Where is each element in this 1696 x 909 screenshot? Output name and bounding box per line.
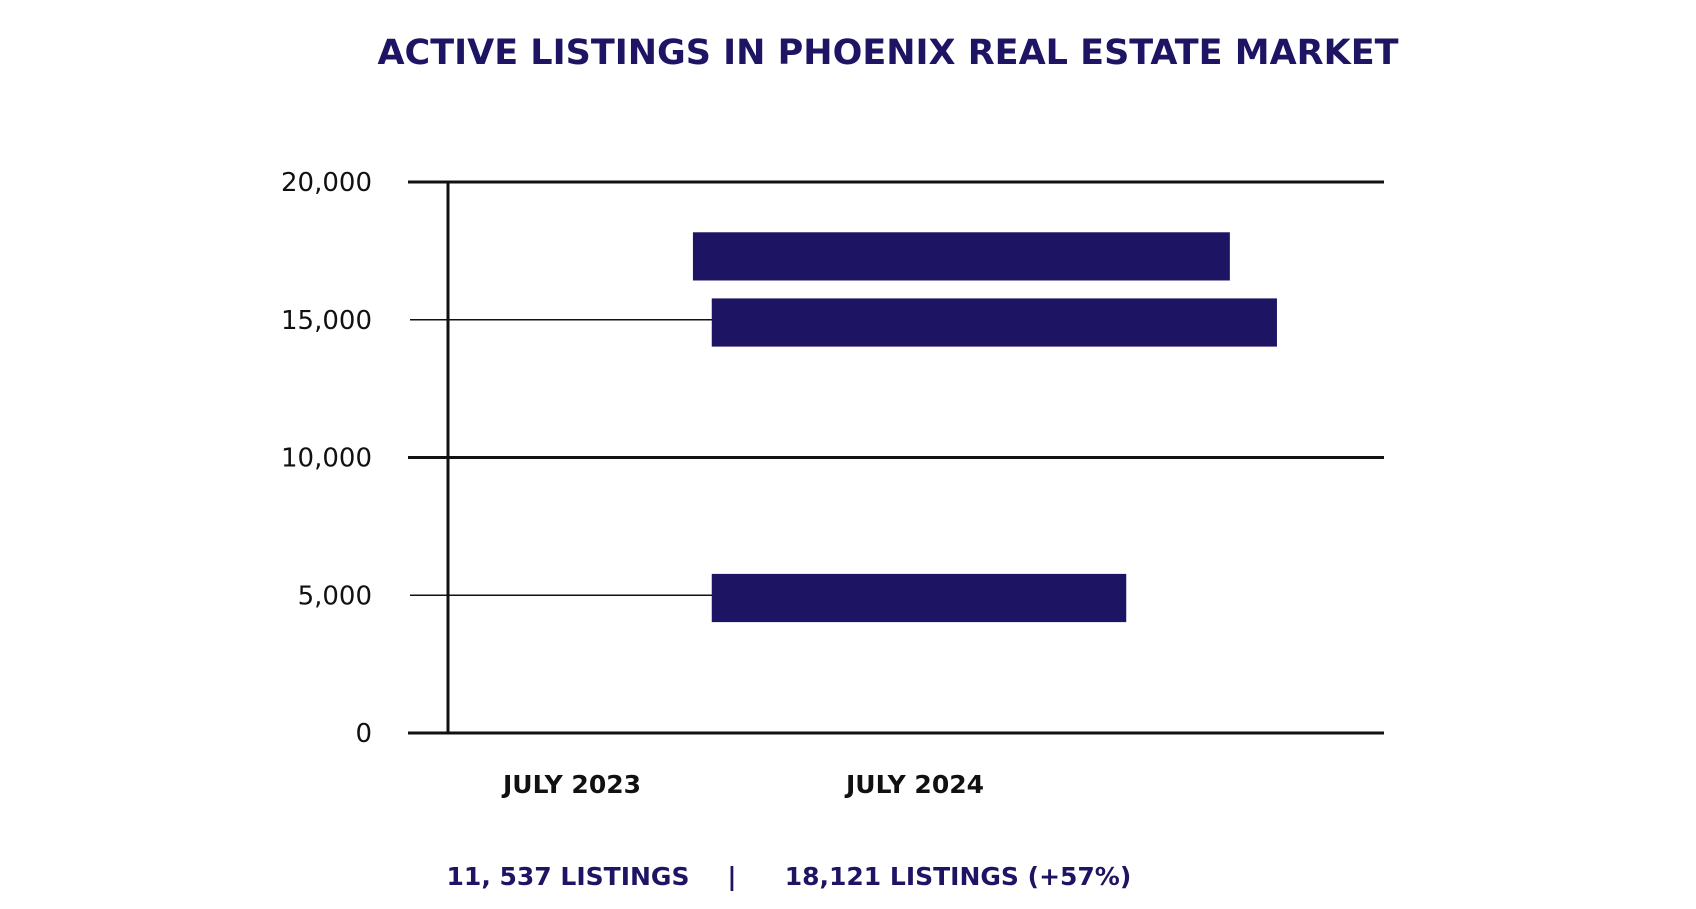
summary-separator: |	[727, 862, 736, 891]
bar	[711, 573, 1127, 623]
x-category-label: JULY 2024	[844, 770, 984, 799]
y-axis-ticks: 20,000 15,000 10,000 5,000 0	[281, 168, 372, 749]
bars	[692, 232, 1277, 623]
chart-title: ACTIVE LISTINGS IN PHOENIX REAL ESTATE M…	[377, 33, 1398, 73]
y-tick-label: 5,000	[298, 581, 372, 611]
y-tick-label: 0	[355, 719, 372, 749]
x-axis-categories: JULY 2023 JULY 2024	[501, 770, 984, 799]
y-tick-label: 10,000	[281, 444, 372, 474]
summary-left: 11, 537 LISTINGS	[447, 862, 690, 891]
summary-right: 18,121 LISTINGS (+57%)	[785, 862, 1132, 891]
bar	[711, 298, 1277, 347]
grid-lines	[408, 180, 1384, 735]
summary-row: 11, 537 LISTINGS | 18,121 LISTINGS (+57%…	[447, 862, 1132, 891]
bar	[692, 232, 1230, 281]
y-tick-label: 15,000	[281, 306, 372, 336]
y-tick-label: 20,000	[281, 168, 372, 198]
x-category-label: JULY 2023	[501, 770, 641, 799]
